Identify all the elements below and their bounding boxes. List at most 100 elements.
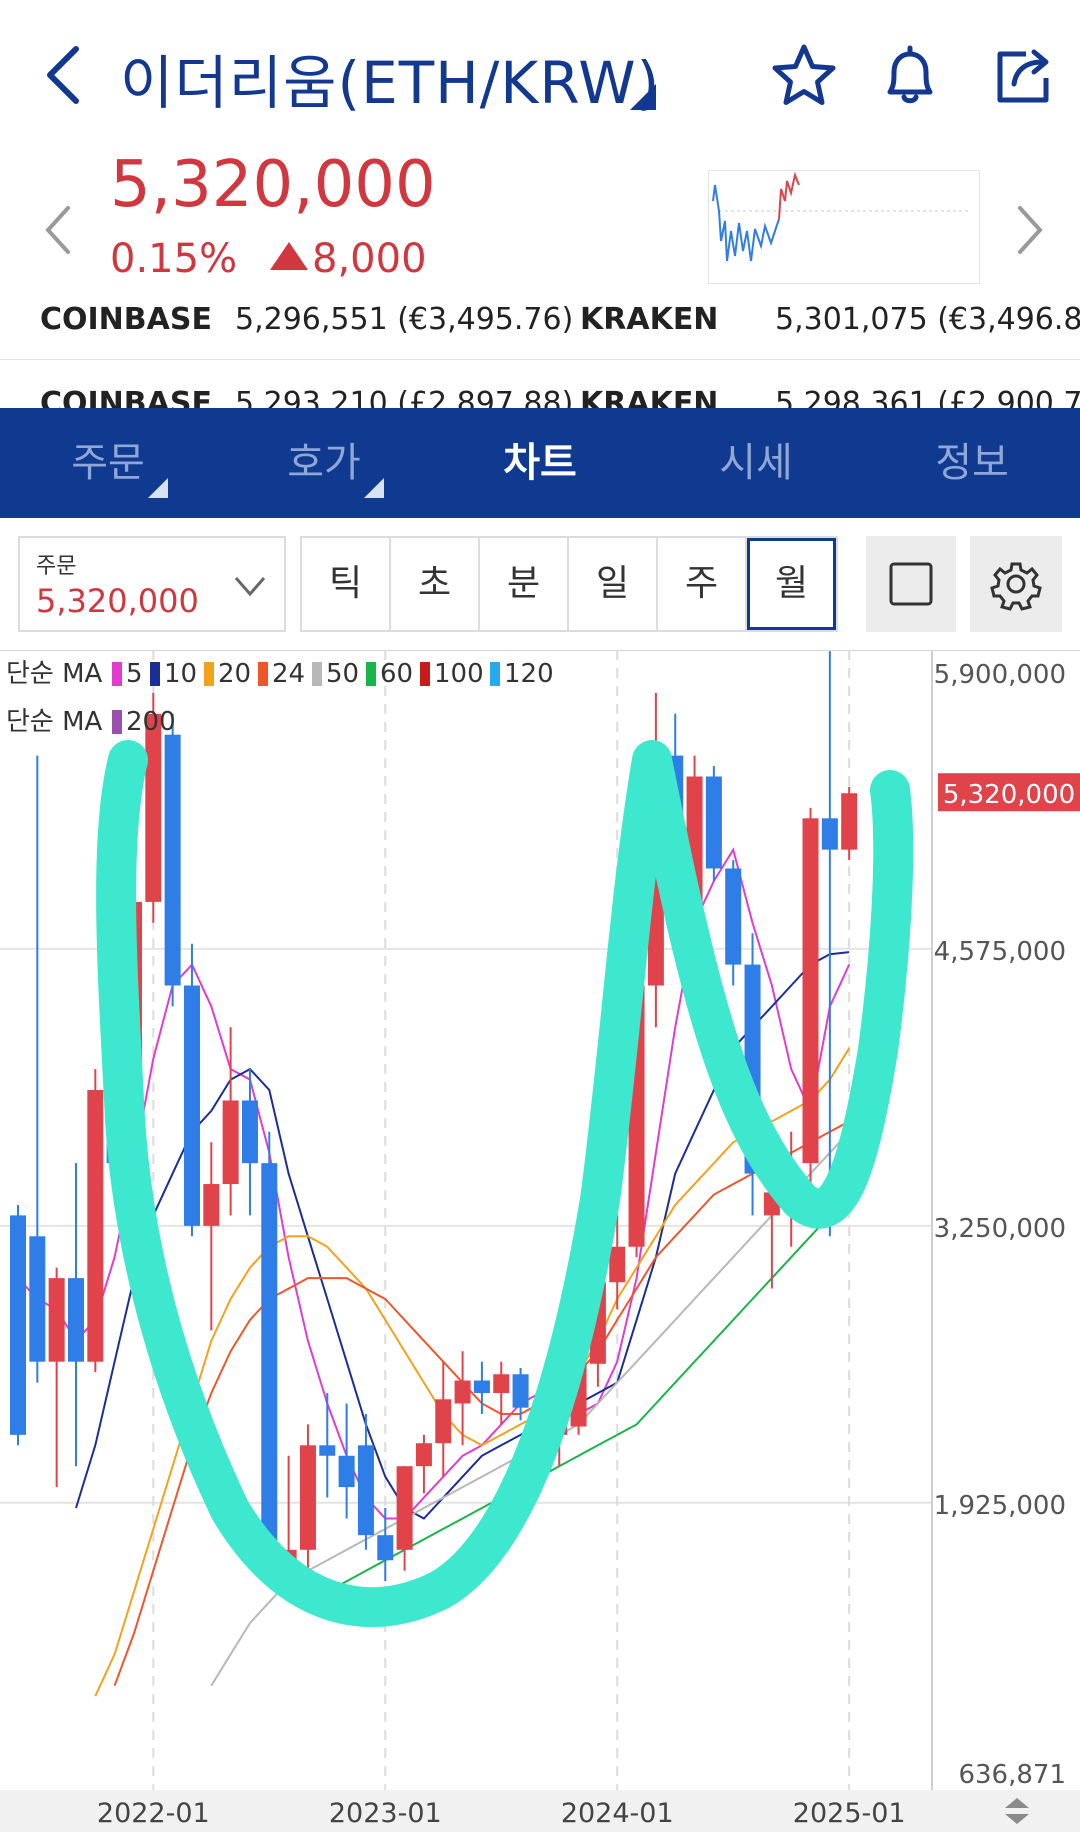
scroll-up-icon <box>1005 1798 1029 1808</box>
x-tick-label: 2025-01 <box>793 1798 906 1829</box>
candle-body <box>357 1445 374 1536</box>
candle-body <box>725 868 742 965</box>
tab-orderbook[interactable]: 호가 <box>216 408 432 518</box>
exchange-value: 5,301,075 (€3,496.89) <box>775 302 1080 337</box>
star-icon[interactable] <box>768 40 840 112</box>
exchange-row: COINBASE 5,296,551 (€3,495.76) KRAKEN 5,… <box>0 300 1080 360</box>
legend-period: 60 <box>380 659 413 689</box>
legend-swatch <box>112 710 122 734</box>
main-tab-bar: 주문 호가 차트 시세 정보 <box>0 408 1080 518</box>
legend-swatch <box>112 662 122 686</box>
x-tick-label: 2023-01 <box>329 1798 442 1829</box>
fullscreen-button[interactable] <box>866 536 956 632</box>
legend-swatch <box>312 662 322 686</box>
back-icon <box>47 46 79 104</box>
candle-body <box>705 776 722 869</box>
tab-label: 차트 <box>503 440 577 486</box>
candle-body <box>299 1445 316 1550</box>
x-axis-band <box>0 1790 1080 1832</box>
tab-chart[interactable]: 차트 <box>432 408 648 518</box>
candle-body <box>415 1443 432 1467</box>
exchange-value: 5,298,361 (£2,900.70) <box>775 386 1080 408</box>
chevron-down-icon <box>234 577 266 597</box>
candle-body <box>841 793 858 850</box>
legend-label: 단순 MA <box>6 707 103 737</box>
next-coin-arrow-icon[interactable] <box>1010 200 1050 260</box>
legend-period: 200 <box>126 707 176 737</box>
back-button[interactable] <box>30 35 100 115</box>
order-price-dropdown[interactable]: 주문 5,320,000 <box>18 536 286 632</box>
chart-svg: 5,900,000 4,575,000 3,250,000 1,925,000 636,… <box>0 650 1080 1832</box>
x-tick-label: 2024-01 <box>561 1798 674 1829</box>
current-price-tag-text: 5,320,000 <box>943 780 1075 810</box>
exchange-name: KRAKEN <box>580 386 719 408</box>
order-value: 5,320,000 <box>36 582 199 620</box>
candle-body <box>67 1278 84 1362</box>
legend-period: 50 <box>326 659 359 689</box>
legend-label: 단순 MA <box>6 659 103 689</box>
period-second[interactable]: 초 <box>391 538 480 630</box>
scroll-down-icon <box>1005 1814 1029 1824</box>
period-minute[interactable]: 분 <box>480 538 569 630</box>
ma-line-20 <box>94 1047 851 1697</box>
candle-body <box>29 1236 46 1362</box>
candle-body <box>435 1399 452 1444</box>
legend-swatch <box>366 662 376 686</box>
candle-body <box>802 818 819 1164</box>
legend-period: 120 <box>504 659 554 689</box>
period-tick[interactable]: 틱 <box>302 538 391 630</box>
settings-button[interactable] <box>970 536 1062 632</box>
candlestick-chart[interactable]: 5,900,000 4,575,000 3,250,000 1,925,000 636,… <box>0 650 1080 1832</box>
mini-sparkline-chart[interactable] <box>708 170 980 284</box>
legend-period: 5 <box>126 659 143 689</box>
plot-group <box>10 651 914 1697</box>
current-price-tag <box>938 773 1080 812</box>
tab-label: 호가 <box>287 440 361 486</box>
tab-order[interactable]: 주문 <box>0 408 216 518</box>
submenu-corner-icon <box>148 478 168 498</box>
candle-body <box>183 985 200 1226</box>
legend-period: 100 <box>434 659 484 689</box>
tab-market-price[interactable]: 시세 <box>648 408 864 518</box>
y-tick-label: 1,925,000 <box>934 1491 1066 1521</box>
candle-body <box>512 1374 529 1408</box>
candle-body <box>338 1455 355 1488</box>
y-tick-label: 636,871 <box>958 1760 1066 1790</box>
candle-body <box>164 734 181 986</box>
exchange-value: 5,293,210 (£2,897.88) <box>235 386 574 408</box>
candle-body <box>454 1380 471 1404</box>
tab-info[interactable]: 정보 <box>864 408 1080 518</box>
y-tick-label: 4,575,000 <box>934 937 1066 967</box>
candle-body <box>261 1163 278 1565</box>
period-day[interactable]: 일 <box>569 538 658 630</box>
coin-title[interactable]: 이더리움(ETH/KRW) <box>120 49 661 117</box>
exchange-value: 5,296,551 (€3,495.76) <box>235 302 574 337</box>
hand-drawn-annotation <box>96 740 914 1628</box>
candle-body <box>10 1215 26 1435</box>
caret-icon[interactable] <box>630 84 656 110</box>
legend-swatch <box>420 662 430 686</box>
share-icon[interactable] <box>986 40 1058 112</box>
candle-body <box>48 1278 65 1362</box>
square-icon <box>889 562 933 606</box>
gear-icon <box>990 562 1042 611</box>
prev-coin-arrow-icon[interactable] <box>38 200 78 260</box>
candle-body <box>222 1100 239 1185</box>
period-week[interactable]: 주 <box>658 538 747 630</box>
legend-swatch <box>490 662 500 686</box>
change-amount: 8,000 <box>270 236 427 282</box>
period-month[interactable]: 월 <box>747 538 836 630</box>
tab-label: 주문 <box>71 440 145 486</box>
y-tick-label: 3,250,000 <box>934 1214 1066 1244</box>
legend-swatch <box>258 662 268 686</box>
up-triangle-icon <box>270 242 308 270</box>
exchange-name: COINBASE <box>40 302 212 337</box>
ma-line-60 <box>326 1193 850 1593</box>
exchange-name: KRAKEN <box>580 302 719 337</box>
tab-label: 시세 <box>719 440 793 486</box>
candle-body <box>473 1380 490 1394</box>
candle-body <box>241 1100 258 1164</box>
bell-icon[interactable] <box>874 40 946 112</box>
exchange-name: COINBASE <box>40 386 212 408</box>
